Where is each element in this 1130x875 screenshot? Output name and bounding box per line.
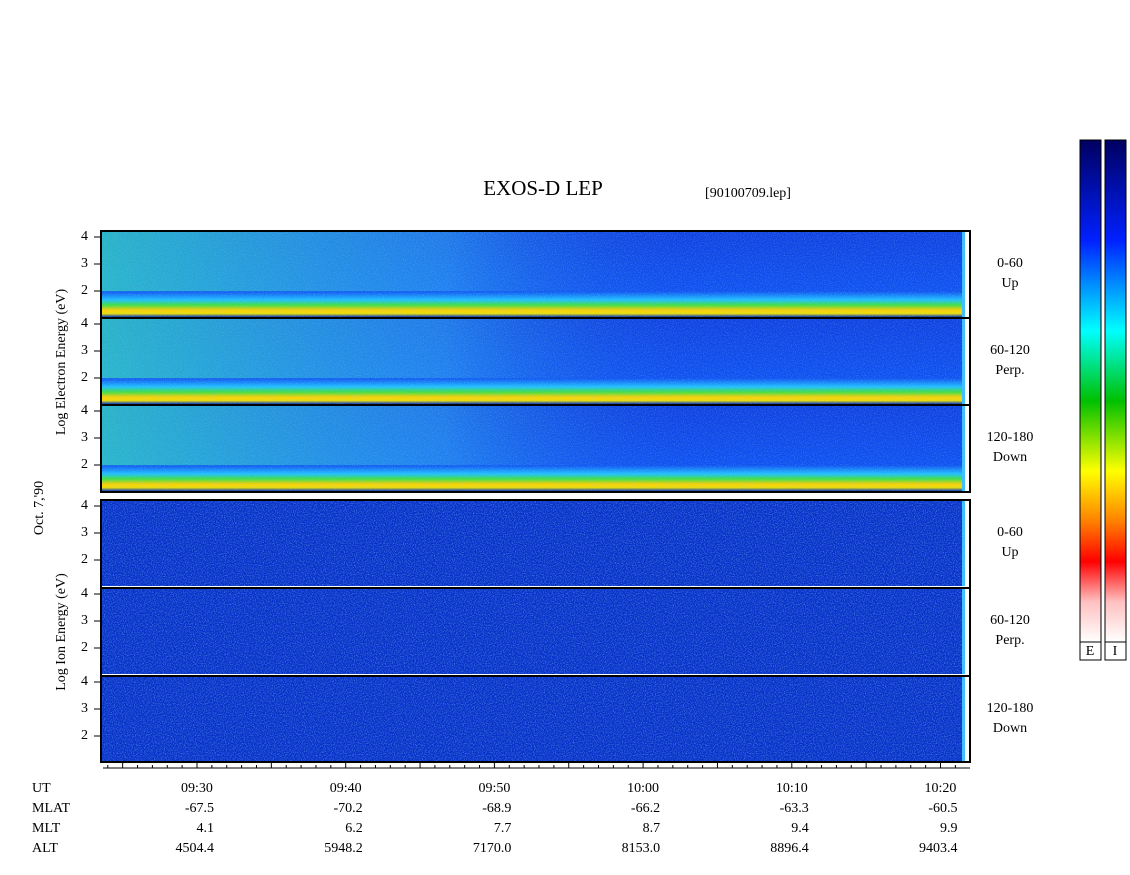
- row-name: MLT: [32, 821, 61, 836]
- panel-direction: Down: [993, 721, 1027, 736]
- time-label: 10:00: [627, 781, 659, 796]
- row-name: UT: [32, 781, 51, 796]
- orbit-value: -67.5: [185, 801, 214, 816]
- row-name: MLAT: [32, 801, 71, 816]
- colorbar-box: [1079, 641, 1102, 661]
- orbit-value: -63.3: [780, 801, 809, 816]
- orbit-value: -70.2: [334, 801, 363, 816]
- orbit-value: 9.9: [940, 821, 958, 836]
- orbit-value: 7170.0: [473, 841, 512, 856]
- orbit-value: 9403.4: [919, 841, 958, 856]
- plot-frame: [100, 230, 971, 493]
- orbit-value: -60.5: [928, 801, 957, 816]
- time-label: 09:30: [181, 781, 213, 796]
- panel-edge: [962, 405, 965, 491]
- orbit-value: 7.7: [494, 821, 512, 836]
- time-label: 09:40: [330, 781, 362, 796]
- colorbar: [1079, 139, 1102, 643]
- time-label: 10:10: [776, 781, 808, 796]
- panel-angle: 60-120: [990, 613, 1030, 628]
- file-name: [90100709.lep]: [705, 186, 791, 201]
- panel-angle: 120-180: [987, 430, 1034, 445]
- panel-direction: Perp.: [995, 633, 1024, 648]
- y-tick-label: 4: [81, 229, 88, 244]
- colorbar-box: [1104, 641, 1127, 661]
- orbit-value: 9.4: [791, 821, 809, 836]
- panel-angle: 60-120: [990, 343, 1030, 358]
- row-name: ALT: [32, 841, 58, 856]
- panel-edge: [962, 231, 965, 317]
- colorbar-label: I: [1113, 644, 1118, 659]
- y-tick-label: 2: [81, 370, 88, 385]
- orbit-value: 5948.2: [324, 841, 363, 856]
- panel-angle: 0-60: [997, 525, 1023, 540]
- panel-direction: Perp.: [995, 363, 1024, 378]
- panel-edge: [962, 318, 965, 404]
- panel-noise: [101, 676, 964, 762]
- panel-angle: 0-60: [997, 256, 1023, 271]
- panel-noise: [101, 588, 964, 674]
- colorbar-label: E: [1086, 644, 1095, 659]
- orbit-value: 8896.4: [770, 841, 809, 856]
- time-label: 09:50: [478, 781, 510, 796]
- panel-noise: [101, 231, 964, 317]
- y-tick-label: 2: [81, 552, 88, 567]
- y-tick-label: 4: [81, 403, 88, 418]
- y-tick-label: 2: [81, 640, 88, 655]
- y-tick-label: 3: [81, 343, 88, 358]
- orbit-value: -68.9: [482, 801, 511, 816]
- y-tick-label: 3: [81, 613, 88, 628]
- panel-direction: Up: [1001, 545, 1018, 560]
- panel-direction: Down: [993, 450, 1027, 465]
- panel-angle: 120-180: [987, 701, 1034, 716]
- orbit-value: 6.2: [345, 821, 363, 836]
- y-tick-label: 3: [81, 525, 88, 540]
- panel-edge: [962, 588, 965, 674]
- orbit-value: -66.2: [631, 801, 660, 816]
- plot-frame: [100, 499, 971, 763]
- y-tick-label: 4: [81, 498, 88, 513]
- axis-label: Log Ion Energy (eV): [54, 573, 69, 691]
- y-tick-label: 3: [81, 701, 88, 716]
- y-tick-label: 2: [81, 457, 88, 472]
- orbit-value: 8153.0: [622, 841, 661, 856]
- title: EXOS-D LEP: [483, 176, 603, 200]
- orbit-value: 4504.4: [176, 841, 215, 856]
- panel-edge: [962, 500, 965, 586]
- time-label: 10:20: [925, 781, 957, 796]
- panel-noise: [101, 500, 964, 586]
- panel-direction: Up: [1001, 276, 1018, 291]
- panel-edge: [962, 676, 965, 762]
- y-tick-label: 2: [81, 728, 88, 743]
- orbit-value: 8.7: [643, 821, 661, 836]
- spectrogram-panels: [101, 230, 970, 762]
- panel-noise: [101, 318, 964, 404]
- orbit-value: 4.1: [197, 821, 215, 836]
- y-tick-label: 4: [81, 674, 88, 689]
- y-tick-label: 4: [81, 316, 88, 331]
- y-tick-label: 3: [81, 256, 88, 271]
- date-label: Oct. 7,'90: [32, 481, 47, 535]
- panel-noise: [101, 405, 964, 491]
- y-tick-label: 2: [81, 283, 88, 298]
- axis-label: Log Electron Energy (eV): [54, 289, 69, 436]
- colorbar: [1104, 139, 1127, 643]
- y-tick-label: 4: [81, 586, 88, 601]
- y-tick-label: 3: [81, 430, 88, 445]
